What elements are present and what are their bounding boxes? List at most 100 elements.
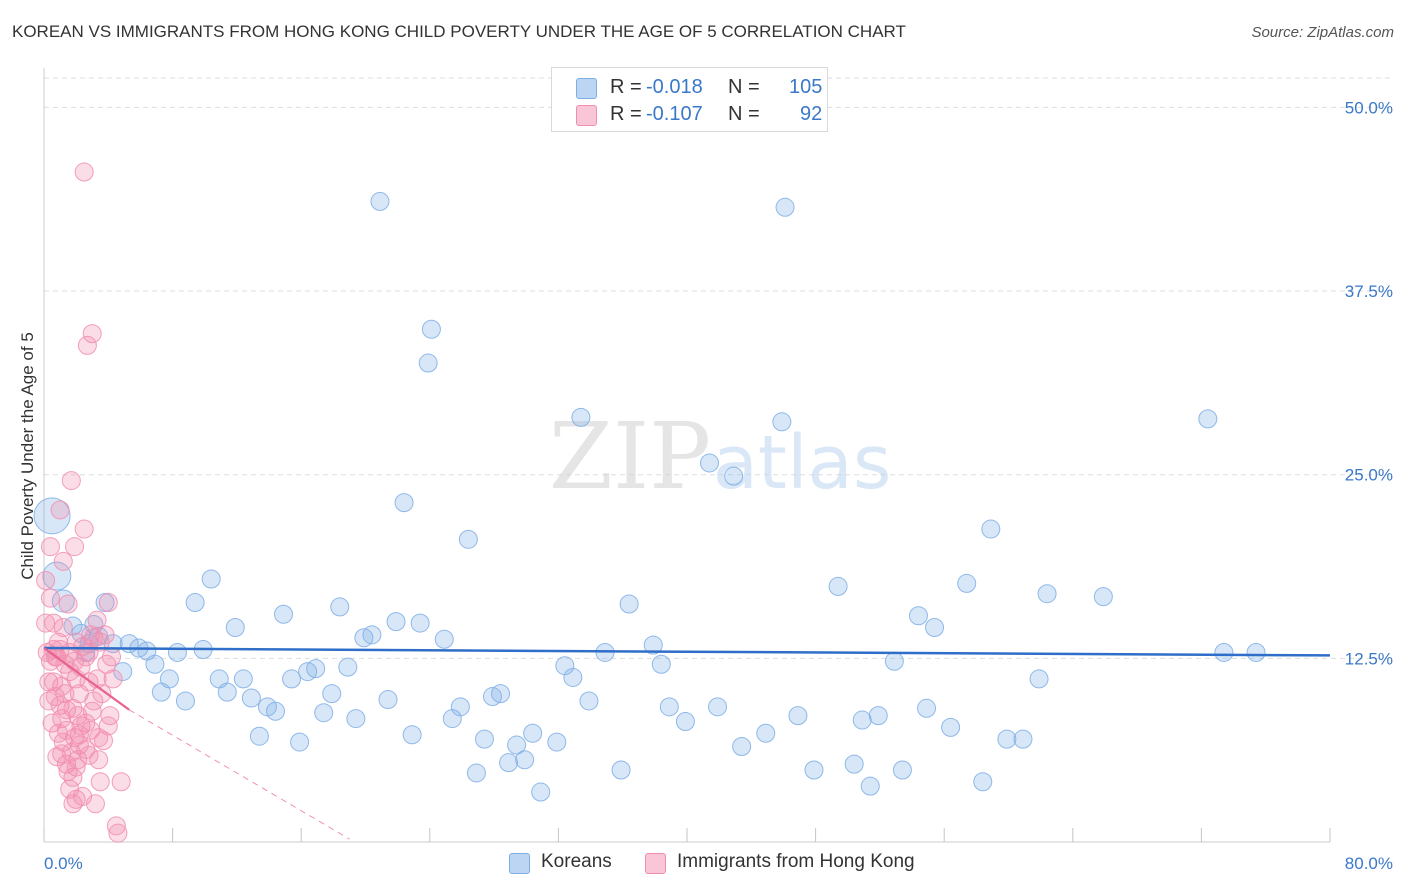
hong-kong-point (66, 757, 86, 777)
trend-lines (43, 646, 1331, 840)
n-label: N = (728, 103, 760, 125)
hong-kong-point (60, 662, 80, 682)
hong-kong-point (82, 324, 102, 344)
korean-point (852, 710, 872, 730)
hong-kong-point (98, 593, 118, 613)
korean-point (732, 737, 752, 756)
hong-kong-point (79, 642, 99, 662)
korean-point (265, 701, 285, 721)
korean-point (306, 659, 326, 679)
korean-point (724, 466, 744, 486)
korean-point (619, 594, 639, 614)
hong-kong-trend-extension (128, 709, 350, 840)
korean-point (1214, 642, 1234, 662)
hong-kong-point (66, 789, 86, 809)
hong-kong-point (93, 731, 113, 751)
korean-point (491, 684, 511, 704)
r-label: R = (610, 76, 642, 98)
korean-point (1093, 587, 1113, 607)
korean-point (274, 604, 294, 624)
hong-kong-point (36, 613, 56, 633)
korean-point (394, 493, 414, 513)
watermark-atlas: atlas (713, 420, 892, 506)
korean-point (981, 519, 1001, 539)
korean-point (145, 654, 165, 674)
korean-point (675, 712, 695, 732)
watermark: ZIP atlas (549, 403, 892, 510)
korean-point (338, 657, 358, 677)
korean-point (860, 776, 880, 796)
y-tick-label: 12.5% (1345, 649, 1393, 668)
korean-point (113, 662, 133, 682)
hong-kong-point (53, 551, 73, 571)
chart-title: KOREAN VS IMMIGRANTS FROM HONG KONG CHIL… (12, 22, 906, 41)
korean-point (643, 635, 663, 655)
hong-kong-point (36, 570, 56, 590)
y-tick-label: 25.0% (1345, 466, 1393, 485)
korean-point (555, 656, 575, 676)
hong-kong-point (92, 684, 112, 704)
hong-kong-point (87, 610, 107, 630)
hong-kong-legend-label: Immigrants from Hong Kong (677, 851, 915, 872)
korean-point (925, 617, 945, 637)
korean-point (282, 669, 302, 689)
hong-kong-point (68, 706, 88, 726)
korean-point (941, 717, 961, 737)
korean-point (249, 726, 269, 746)
tick-labels: 12.5% 25.0% 37.5% 50.0% 0.0% 80.0% (44, 98, 1393, 873)
korean-point (499, 753, 519, 773)
hong-kong-point (58, 594, 78, 614)
korean-point (579, 691, 599, 711)
hong-kong-point (55, 684, 75, 704)
hong-kong-point (100, 706, 120, 726)
korean-trend-line (43, 646, 1331, 657)
y-tick-label: 37.5% (1345, 282, 1393, 301)
korean-point (33, 497, 71, 535)
hong-kong-point (103, 669, 123, 689)
korean-point (892, 760, 912, 780)
koreans-swatch (576, 78, 597, 99)
hong-kong-point (111, 772, 131, 792)
hong-kong-point (57, 720, 77, 740)
korean-point (346, 709, 366, 729)
korean-point (225, 617, 245, 637)
korean-point (700, 453, 720, 473)
y-tick-label: 50.0% (1345, 98, 1393, 117)
y-axis-label: Child Poverty Under the Age of 5 (18, 332, 37, 580)
korean-point (1246, 642, 1266, 662)
x-tick-label: 0.0% (44, 854, 83, 873)
korean-point (442, 709, 462, 729)
korean-point (458, 529, 478, 549)
hong-kong-point (98, 716, 118, 736)
hong-kong-point (85, 794, 105, 814)
korean-point (1029, 669, 1049, 689)
korean-point (421, 319, 441, 339)
hong-kong-point (57, 700, 77, 720)
korean-point (201, 569, 221, 589)
korean-point (410, 613, 430, 633)
korean-point (290, 732, 310, 752)
n-value-hong-kong: 92 (800, 103, 823, 125)
correlation-legend: R = -0.018 N = 105 R = -0.107 N = 92 (551, 67, 828, 132)
hong-kong-point (63, 767, 83, 787)
korean-point (659, 697, 679, 717)
korean-point (563, 667, 583, 687)
hong-kong-swatch (576, 105, 597, 126)
korean-point (402, 725, 422, 745)
hong-kong-legend-swatch (645, 853, 666, 874)
korean-point (775, 197, 795, 217)
korean-point (523, 723, 543, 743)
korean-point (362, 625, 382, 645)
korean-point (804, 760, 824, 780)
korean-point (378, 689, 398, 709)
koreans-legend-label: Koreans (541, 851, 612, 872)
korean-point (651, 654, 671, 674)
hong-kong-point (108, 823, 128, 843)
korean-point (997, 729, 1017, 749)
korean-point (756, 723, 776, 743)
korean-point (418, 353, 438, 373)
korean-point (167, 642, 187, 662)
watermark-zip: ZIP (549, 403, 711, 510)
korean-point (63, 616, 83, 636)
gridlines (44, 77, 1392, 659)
